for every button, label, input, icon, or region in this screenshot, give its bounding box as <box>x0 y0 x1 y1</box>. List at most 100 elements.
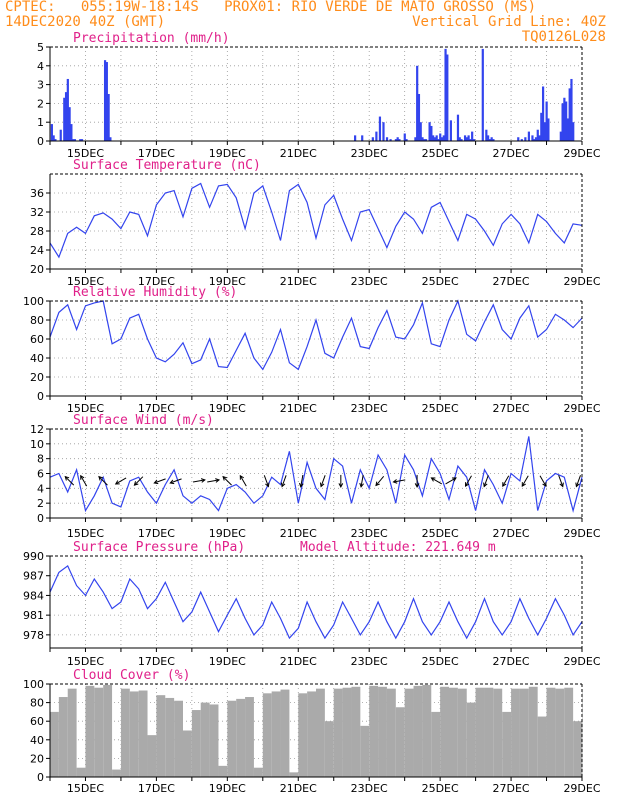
wind-arrow <box>98 475 108 486</box>
precip-bar <box>524 137 527 141</box>
cloud-bar <box>440 686 449 777</box>
y-tick-label: 20 <box>30 263 44 276</box>
wind-arrow <box>280 475 287 488</box>
cloud-bar <box>555 688 565 777</box>
wind-arrow <box>338 474 344 488</box>
precip-bar <box>68 107 71 141</box>
y-tick-label: 978 <box>23 629 44 642</box>
precip-bar <box>536 129 539 141</box>
y-tick-label: 3 <box>37 79 44 92</box>
precip-bar <box>63 97 66 141</box>
y-tick-label: 6 <box>37 468 44 481</box>
y-tick-label: 12 <box>30 423 44 436</box>
cloud-bar <box>289 772 299 777</box>
cloud-bar <box>209 704 219 777</box>
cloud-bar <box>449 687 458 777</box>
precip-bar <box>481 48 484 141</box>
x-tick-label: 23DEC <box>351 402 388 415</box>
y-tick-label: 1 <box>37 116 44 129</box>
y-tick-label: 10 <box>30 438 44 451</box>
precip-bar <box>109 137 112 141</box>
cloud-bar <box>404 688 414 777</box>
x-tick-label: 23DEC <box>351 527 388 540</box>
y-tick-label: 4 <box>37 482 44 495</box>
cloud-bar <box>502 711 512 777</box>
precip-bar <box>385 137 389 141</box>
x-tick-label: 29DEC <box>563 402 600 415</box>
y-tick-label: 5 <box>37 41 44 54</box>
precip-bar <box>59 129 62 141</box>
wind-arrow <box>464 475 472 488</box>
precip-bar <box>541 86 545 141</box>
x-tick-label: 21DEC <box>280 527 317 540</box>
precip-bar <box>54 139 57 141</box>
x-tick-label: 15DEC <box>67 147 104 160</box>
wind-arrow <box>239 474 247 487</box>
panel-title: Relative Humidity (%) <box>73 285 237 300</box>
y-tick-label: 24 <box>30 244 44 257</box>
wind-arrow <box>80 474 88 487</box>
cloud-bar <box>395 707 405 777</box>
precip-bar <box>375 131 378 141</box>
y-tick-label: 2 <box>37 97 44 110</box>
precip-bar <box>64 92 68 141</box>
wind-arrow <box>445 477 457 485</box>
cloud-bar <box>165 697 175 777</box>
precip-bar <box>463 135 467 141</box>
precip-bar <box>446 54 449 141</box>
rh-line <box>49 299 583 371</box>
x-tick-label: 25DEC <box>422 147 459 160</box>
y-tick-label: 40 <box>30 734 44 747</box>
wind-line <box>49 436 583 513</box>
y-tick-label: 0 <box>37 512 44 525</box>
precip-bar <box>439 133 442 141</box>
cloud-bar <box>493 688 503 777</box>
cloud-bar <box>413 685 423 777</box>
precip-bar <box>490 137 493 141</box>
precip-bar <box>107 94 110 141</box>
cloud-bar <box>76 767 86 777</box>
x-tick-label: 15DEC <box>67 527 104 540</box>
precip-bar <box>531 135 534 141</box>
precip-bar <box>73 139 77 141</box>
cloud-bar <box>103 684 113 777</box>
cloud-bar <box>147 735 157 777</box>
wind-arrow <box>539 475 547 488</box>
cloud-bar <box>431 711 441 777</box>
x-tick-label: 19DEC <box>209 655 246 668</box>
wind-arrow <box>299 474 304 488</box>
wind-arrow <box>502 475 510 488</box>
precip-bar <box>378 116 382 141</box>
x-tick-label: 29DEC <box>563 275 600 288</box>
precip-bar <box>465 137 468 141</box>
precip-bar <box>534 137 538 141</box>
precip-bar <box>105 62 108 141</box>
wind-arrow <box>375 475 385 487</box>
precip-bar <box>50 124 53 141</box>
cloud-bar <box>200 702 210 777</box>
x-tick-label: 29DEC <box>563 655 600 668</box>
header-grid-line: Vertical Grid Line: 40Z <box>412 14 606 30</box>
x-tick-label: 25DEC <box>422 655 459 668</box>
y-tick-label: 60 <box>30 333 44 346</box>
y-tick-label: 987 <box>23 570 44 583</box>
cloud-bar <box>50 711 59 777</box>
panel-wind: 0 2 46 8 10 12 15DEC 17DEC 19DEC 21DEC 23DEC 25DEC 2… <box>30 413 601 540</box>
precip-bar <box>527 131 530 141</box>
y-tick-label: 2 <box>37 497 44 510</box>
cloud-bar <box>236 698 246 777</box>
precip-bar <box>403 133 406 141</box>
cloud-bar <box>262 693 272 777</box>
panel-title: Surface Wind (m/s) <box>73 413 214 428</box>
cloud-bar <box>67 688 77 777</box>
cloud-bar <box>227 700 237 777</box>
cloud-bar <box>537 716 547 777</box>
wind-arrow <box>192 478 206 483</box>
precip-bar <box>433 137 437 141</box>
x-tick-label: 29DEC <box>563 782 600 795</box>
precip-bar <box>394 139 397 141</box>
panel-title: Surface Temperature (nC) <box>73 158 261 173</box>
y-tick-label: 28 <box>30 225 44 238</box>
wind-arrow <box>430 477 443 485</box>
precip-bar <box>66 78 69 141</box>
